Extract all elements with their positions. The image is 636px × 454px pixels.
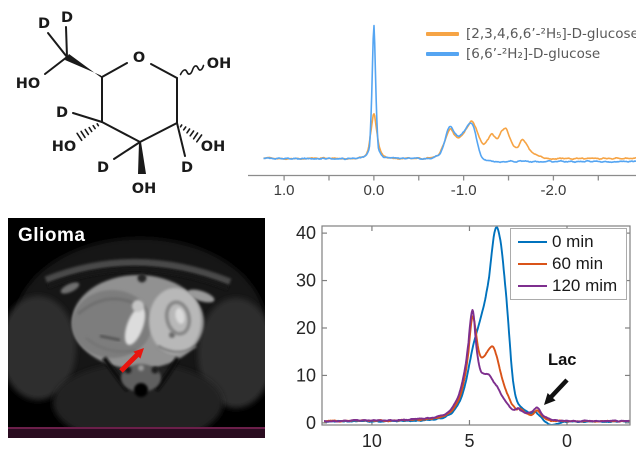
svg-text:30: 30 — [296, 271, 316, 291]
svg-text:40: 40 — [296, 223, 316, 243]
molecule-structure: D D HO O OH D HO D OH D OH — [16, 10, 231, 197]
lac-annotation: Lac — [548, 351, 577, 369]
atom-label: D — [181, 160, 193, 176]
atom-label: D — [38, 16, 50, 32]
kinetics-panel: 10 5 0 0 10 20 30 40 0 min 60 min 120 mim Lac — [290, 212, 636, 454]
tumor-arrow-icon — [119, 348, 144, 373]
svg-text:0: 0 — [306, 413, 316, 433]
atom-label: D — [56, 105, 68, 121]
svg-text:10: 10 — [362, 431, 382, 451]
svg-text:-1.0: -1.0 — [451, 182, 477, 199]
nmr-legend: [2,3,4,6,6’-²H₅]-D-glucose [6,6’-²H₂]-D-… — [426, 24, 636, 64]
svg-text:10: 10 — [296, 365, 316, 385]
nmr-chart: 1.0 0.0 -1.0 -2.0 — [248, 24, 636, 199]
lac-arrow-icon — [544, 378, 569, 405]
legend-item: 120 mim — [511, 275, 626, 297]
svg-text:-2.0: -2.0 — [540, 182, 566, 199]
atom-label: HO — [16, 76, 40, 92]
kinetics-chart: 10 5 0 0 10 20 30 40 — [296, 223, 631, 451]
legend-line-swatch — [518, 262, 547, 266]
molecule-bonds — [44, 26, 205, 174]
legend-label: 60 min — [552, 254, 604, 273]
atom-label: HO — [52, 139, 76, 155]
legend-item: 60 min — [511, 253, 626, 275]
legend-item: [2,3,4,6,6’-²H₅]-D-glucose — [426, 24, 636, 44]
nmr-spectrum-panel: 1.0 0.0 -1.0 -2.0 [2,3,4,6,6’-²H₅]-D-glucos… — [248, 0, 636, 205]
legend-line-swatch — [426, 52, 459, 56]
mri-title: Glioma — [18, 225, 86, 246]
kinetics-legend: 0 min 60 min 120 mim — [510, 228, 627, 300]
legend-item: [6,6’-²H₂]-D-glucose — [426, 44, 636, 64]
legend-line-swatch — [426, 32, 459, 36]
atom-label: D — [61, 10, 73, 26]
legend-label: 0 min — [552, 232, 594, 251]
mri-image — [0, 218, 274, 443]
atom-label: O — [133, 50, 145, 66]
legend-line-swatch — [518, 284, 547, 288]
mri-bottom-strip — [8, 427, 265, 438]
svg-text:1.0: 1.0 — [274, 182, 295, 199]
legend-label: 120 mim — [552, 276, 618, 295]
atom-label: D — [97, 160, 109, 176]
mri-panel: Glioma — [0, 218, 274, 443]
svg-text:0.0: 0.0 — [363, 182, 384, 199]
atom-label: OH — [207, 56, 231, 72]
svg-text:5: 5 — [464, 431, 474, 451]
atom-label: OH — [201, 139, 225, 155]
legend-label: [6,6’-²H₂]-D-glucose — [466, 46, 601, 62]
legend-item: 0 min — [511, 231, 626, 253]
svg-text:0: 0 — [562, 431, 572, 451]
legend-line-swatch — [518, 240, 547, 244]
legend-label: [2,3,4,6,6’-²H₅]-D-glucose — [466, 26, 636, 42]
atom-label: OH — [132, 181, 156, 197]
svg-text:20: 20 — [296, 318, 316, 338]
